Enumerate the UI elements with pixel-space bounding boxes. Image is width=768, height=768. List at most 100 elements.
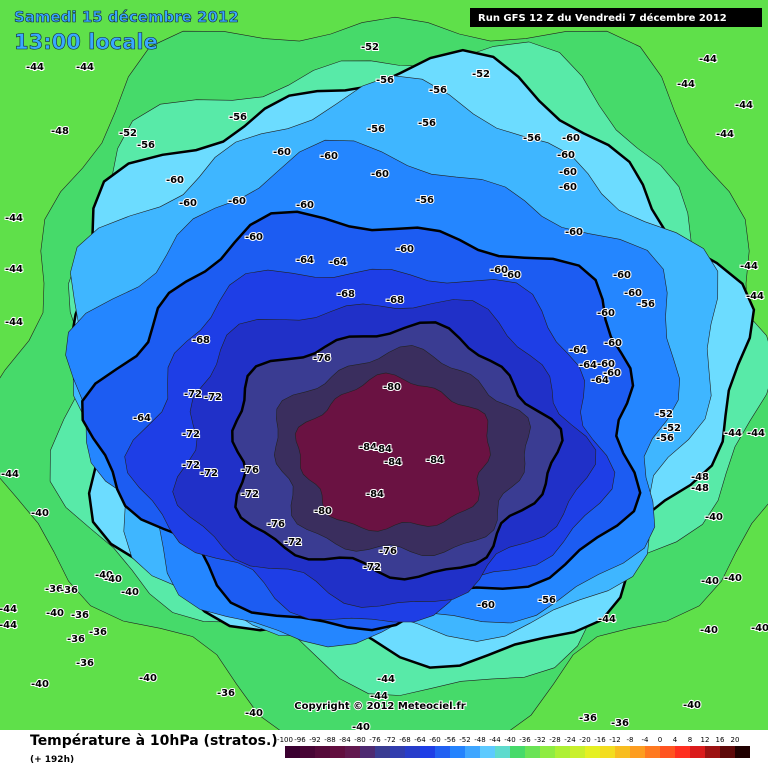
legend-swatch bbox=[315, 746, 330, 758]
legend-tick-label: -20 bbox=[579, 736, 590, 744]
contour-label: -44 bbox=[5, 317, 23, 328]
legend-swatch bbox=[360, 746, 375, 758]
contour-label: -72 bbox=[204, 392, 222, 403]
legend-tick-label: -64 bbox=[414, 736, 426, 744]
contour-label: -44 bbox=[699, 54, 717, 65]
contour-label: -56 bbox=[538, 595, 556, 606]
contour-label: -56 bbox=[656, 433, 674, 444]
contour-label: -40 bbox=[95, 570, 113, 581]
legend-swatch bbox=[390, 746, 405, 758]
legend-swatch bbox=[510, 746, 525, 758]
contour-label: -72 bbox=[241, 489, 259, 500]
footer-title: Température à 10hPa (stratos.) bbox=[30, 733, 278, 749]
contour-label: -68 bbox=[386, 295, 404, 306]
contour-label: -52 bbox=[663, 423, 681, 434]
contour-label: -44 bbox=[377, 674, 395, 685]
legend-swatch bbox=[285, 746, 300, 758]
legend-tick-label: -44 bbox=[489, 736, 501, 744]
contour-label: -40 bbox=[700, 625, 718, 636]
contour-label: -72 bbox=[363, 562, 381, 573]
contour-label: -76 bbox=[313, 353, 331, 364]
legend-swatch bbox=[675, 746, 690, 758]
contour-label: -44 bbox=[76, 62, 94, 73]
legend-tick-label: -68 bbox=[399, 736, 410, 744]
legend-tick-label: -84 bbox=[339, 736, 351, 744]
legend-swatch bbox=[615, 746, 630, 758]
legend-tick-label: -24 bbox=[564, 736, 576, 744]
contour-label: -72 bbox=[284, 537, 302, 548]
legend-tick-label: 12 bbox=[701, 736, 710, 744]
legend-tick-label: -80 bbox=[354, 736, 365, 744]
legend-tick-label: -72 bbox=[384, 736, 395, 744]
legend-tick-label: 0 bbox=[658, 736, 662, 744]
legend-swatch bbox=[735, 746, 750, 758]
contour-label: -60 bbox=[273, 147, 291, 158]
contour-label: -60 bbox=[613, 270, 631, 281]
contour-label: -60 bbox=[562, 133, 580, 144]
contour-label: -44 bbox=[5, 213, 23, 224]
contour-label: -60 bbox=[245, 232, 263, 243]
legend-swatch bbox=[300, 746, 315, 758]
contour-label: -76 bbox=[241, 465, 259, 476]
contour-label: -56 bbox=[367, 124, 385, 135]
contour-label: -44 bbox=[26, 62, 44, 73]
contour-label: -40 bbox=[683, 700, 701, 711]
legend-tick-label: -88 bbox=[324, 736, 335, 744]
contour-label: -60 bbox=[503, 270, 521, 281]
contour-label: -64 bbox=[591, 375, 609, 386]
contour-label: -60 bbox=[490, 265, 508, 276]
legend-tick-label: 8 bbox=[688, 736, 692, 744]
contour-label: -40 bbox=[46, 608, 64, 619]
contour-label: -44 bbox=[677, 79, 695, 90]
contour-label: -36 bbox=[76, 658, 94, 669]
contour-label: -44 bbox=[740, 261, 758, 272]
contour-label: -44 bbox=[724, 428, 742, 439]
contour-label: -72 bbox=[184, 389, 202, 400]
date-text: Samedi 15 décembre 2012 bbox=[14, 8, 239, 26]
legend-swatch bbox=[405, 746, 420, 758]
contour-label: -60 bbox=[624, 288, 642, 299]
contour-label: -44 bbox=[716, 129, 734, 140]
contour-label: -56 bbox=[523, 133, 541, 144]
legend-swatch bbox=[600, 746, 615, 758]
legend-tick-label: -56 bbox=[444, 736, 456, 744]
contour-label: -48 bbox=[691, 472, 709, 483]
contour-label: -40 bbox=[245, 708, 263, 719]
contour-label: -84 bbox=[384, 457, 402, 468]
run-box bbox=[470, 8, 762, 27]
contour-label: -72 bbox=[182, 429, 200, 440]
legend-tick-label: -48 bbox=[474, 736, 485, 744]
legend-swatch bbox=[345, 746, 360, 758]
contour-label: -60 bbox=[597, 359, 615, 370]
contour-label: -84 bbox=[374, 444, 392, 455]
contour-label: -60 bbox=[603, 368, 621, 379]
legend-tick-label: -40 bbox=[504, 736, 515, 744]
contour-label: -36 bbox=[217, 688, 235, 699]
contour-label: -52 bbox=[472, 69, 490, 80]
contour-label: -80 bbox=[383, 382, 401, 393]
contour-label: -52 bbox=[361, 42, 379, 53]
contour-label: -64 bbox=[296, 255, 314, 266]
legend-swatch bbox=[495, 746, 510, 758]
temperature-field bbox=[0, 16, 768, 744]
copyright: Copyright © 2012 Meteociel.fr bbox=[294, 701, 465, 712]
contour-label: -76 bbox=[379, 546, 397, 557]
contour-label: -40 bbox=[31, 508, 49, 519]
contour-label: -44 bbox=[746, 291, 764, 302]
contour-label: -60 bbox=[559, 182, 577, 193]
contour-label: -56 bbox=[429, 85, 447, 96]
legend-tick-label: -8 bbox=[627, 736, 634, 744]
legend-swatch bbox=[660, 746, 675, 758]
legend-swatch bbox=[555, 746, 570, 758]
contour-label: -56 bbox=[416, 195, 434, 206]
contour-label: -56 bbox=[137, 140, 155, 151]
isotherm-band bbox=[294, 372, 491, 532]
contour-label: -36 bbox=[67, 634, 85, 645]
legend-swatch bbox=[690, 746, 705, 758]
contour-label: -44 bbox=[5, 264, 23, 275]
contour-label: -84 bbox=[359, 442, 377, 453]
contour-label: -68 bbox=[192, 335, 210, 346]
contour-label: -44 bbox=[735, 100, 753, 111]
contour-label: -60 bbox=[166, 175, 184, 186]
contour-label: -60 bbox=[320, 151, 338, 162]
